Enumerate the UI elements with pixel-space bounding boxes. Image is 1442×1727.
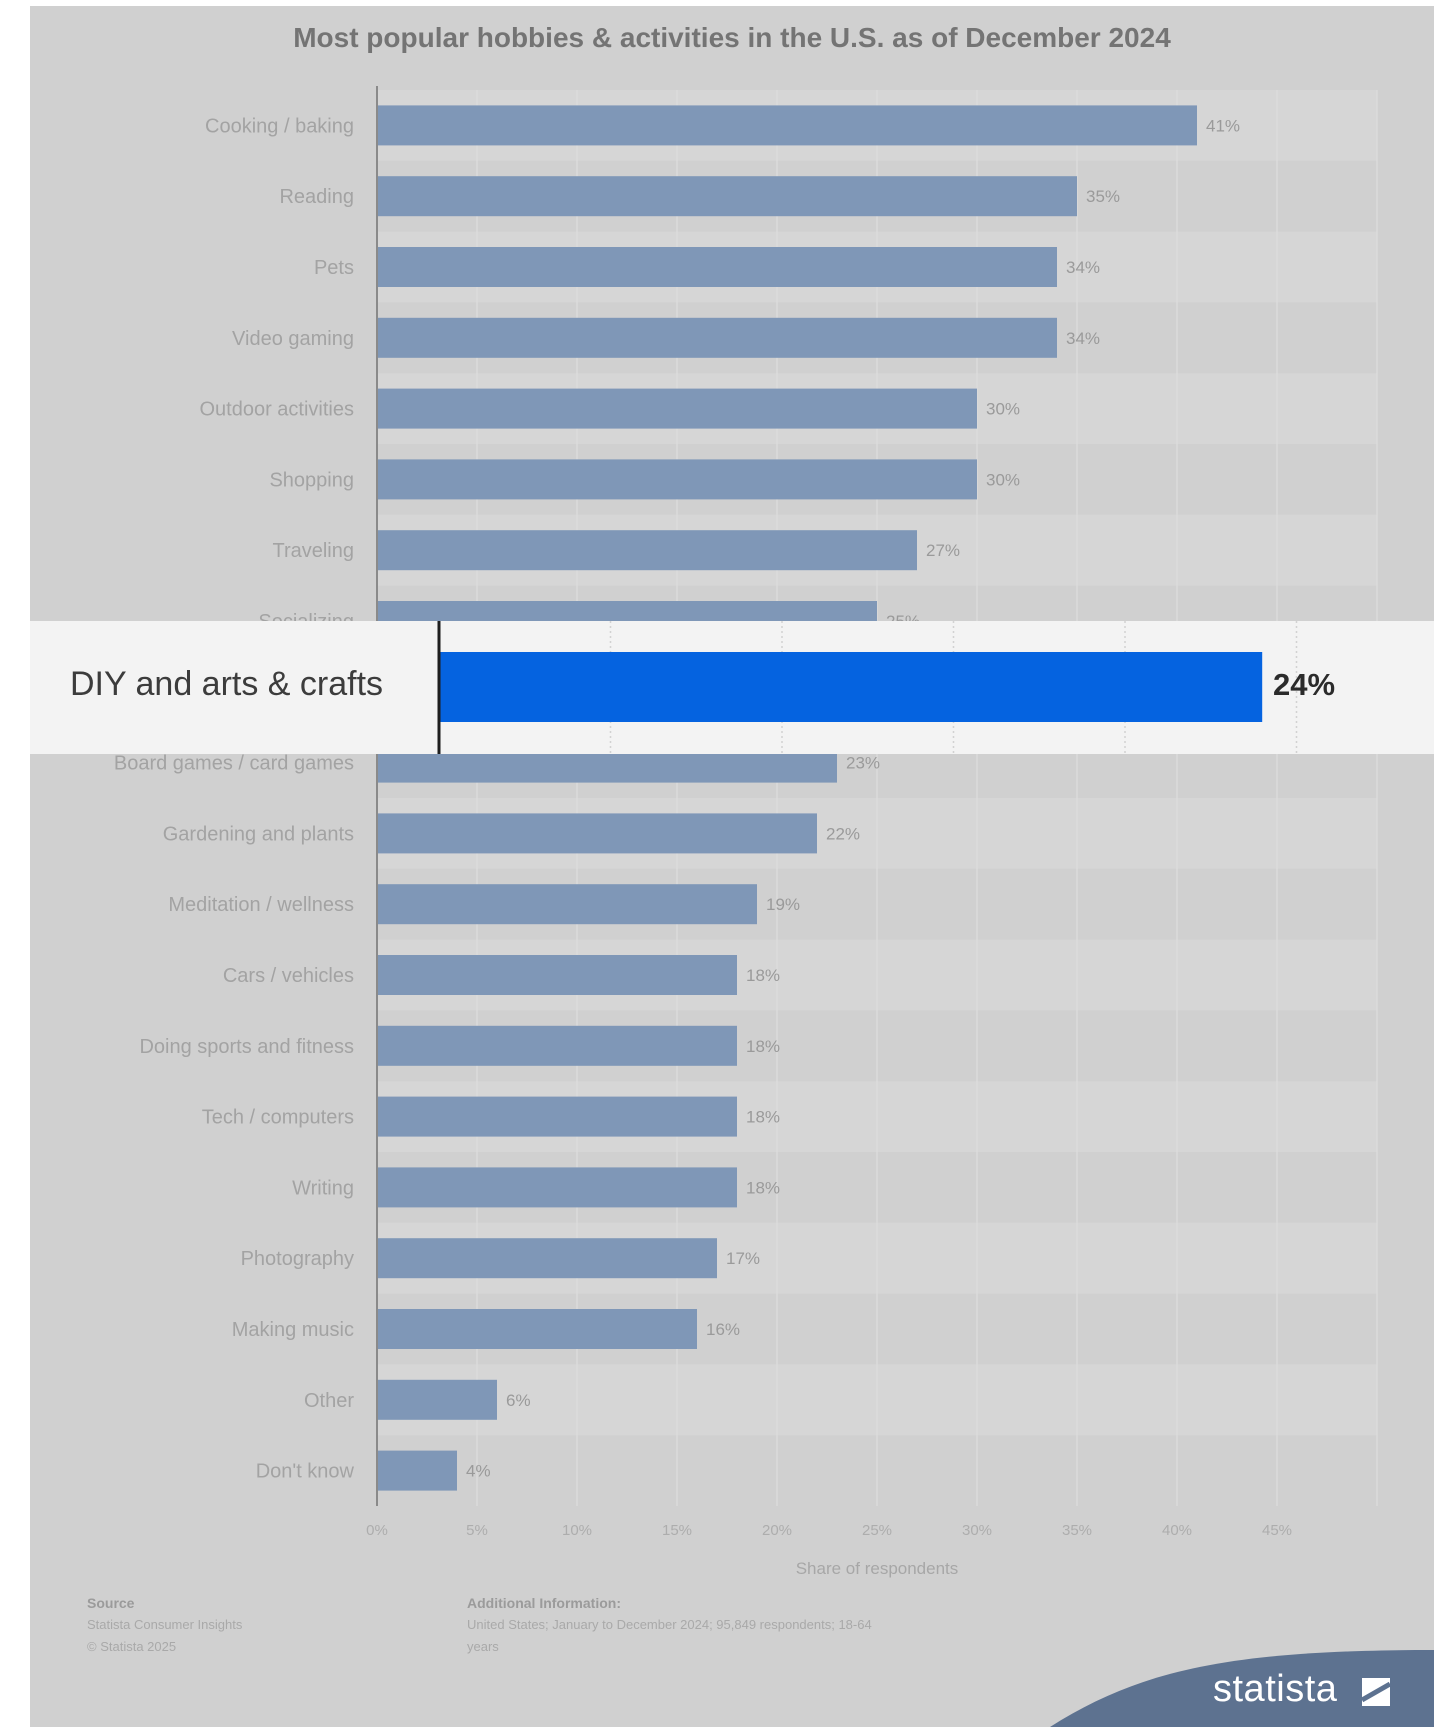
value-label: 41% <box>1206 116 1240 135</box>
x-tick-label: 5% <box>466 1522 488 1539</box>
bar <box>377 247 1057 287</box>
bar <box>377 1450 457 1491</box>
value-label: 18% <box>746 1037 780 1056</box>
value-label: 34% <box>1066 258 1100 277</box>
value-label: 22% <box>826 824 860 843</box>
bar <box>377 1238 717 1279</box>
bar <box>377 813 817 854</box>
statista-logo-icon <box>1360 1678 1392 1706</box>
category-label: Outdoor activities <box>199 399 354 421</box>
value-label: 35% <box>1086 187 1120 206</box>
category-label: Making music <box>232 1319 354 1341</box>
x-tick-label: 35% <box>1062 1522 1092 1539</box>
x-tick-label: 25% <box>862 1522 892 1539</box>
category-label: Meditation / wellness <box>168 894 354 916</box>
value-label: 17% <box>726 1249 760 1268</box>
bar <box>377 1025 737 1066</box>
category-label: Gardening and plants <box>163 823 354 845</box>
bar <box>377 955 737 995</box>
brand-name: statista <box>1213 1668 1338 1710</box>
x-tick-label: 30% <box>962 1522 992 1539</box>
chart-title: Most popular hobbies & activities in the… <box>293 22 1171 53</box>
highlight-bar <box>439 652 1263 722</box>
category-label: Tech / computers <box>202 1107 354 1129</box>
bar <box>377 1167 737 1208</box>
source-block: Source Statista Consumer Insights © Stat… <box>87 1592 242 1658</box>
value-label: 18% <box>746 1178 780 1197</box>
highlight-bar-chart <box>437 621 1298 754</box>
value-label: 30% <box>986 470 1020 489</box>
bar-chart: Cooking / baking 41% Reading 35% Pets 34% Vide… <box>114 86 1378 1578</box>
highlight-value-label: 24% <box>1273 667 1336 702</box>
additional-info-line: United States; January to December 2024;… <box>467 1617 872 1632</box>
additional-info-heading: Additional Information: <box>467 1595 621 1611</box>
source-line: © Statista 2025 <box>87 1639 177 1654</box>
value-label: 18% <box>746 1108 780 1127</box>
category-label: Writing <box>292 1177 354 1199</box>
source-line: Statista Consumer Insights <box>87 1617 243 1632</box>
category-label: Video gaming <box>232 328 354 350</box>
x-tick-label: 10% <box>562 1522 592 1539</box>
category-label: Cooking / baking <box>205 115 354 137</box>
value-label: 16% <box>706 1320 740 1339</box>
value-label: 34% <box>1066 329 1100 348</box>
value-label: 18% <box>746 966 780 985</box>
bar <box>377 530 917 571</box>
value-label: 6% <box>506 1391 531 1410</box>
highlight-overlay: DIY and arts & crafts 24% <box>30 621 1434 754</box>
value-label: 27% <box>926 541 960 560</box>
category-label: Traveling <box>272 540 354 562</box>
bar <box>377 1309 697 1349</box>
x-tick-label: 15% <box>662 1522 692 1539</box>
category-label: Board games / card games <box>114 753 354 775</box>
x-tick-label: 45% <box>1262 1522 1292 1539</box>
bar <box>377 1096 737 1137</box>
bar <box>377 176 1077 217</box>
chart-panel: Most popular hobbies & activities in the… <box>30 6 1434 1727</box>
x-tick-label: 20% <box>762 1522 792 1539</box>
x-tick-label: 0% <box>366 1522 388 1539</box>
category-label: Pets <box>314 257 354 279</box>
bar <box>377 1379 497 1420</box>
category-label: Don't know <box>256 1461 355 1483</box>
category-label: Other <box>304 1390 354 1412</box>
bar <box>377 105 1197 146</box>
bar <box>377 884 757 925</box>
value-label: 30% <box>986 400 1020 419</box>
bar <box>377 459 977 500</box>
x-axis-title: Share of respondents <box>796 1559 959 1578</box>
category-label: Shopping <box>269 469 354 491</box>
source-heading: Source <box>87 1595 135 1611</box>
value-label: 4% <box>466 1462 491 1481</box>
category-label: Photography <box>241 1248 354 1270</box>
category-label: Cars / vehicles <box>223 965 354 987</box>
bar <box>377 388 977 429</box>
bar <box>377 317 1057 358</box>
value-label: 19% <box>766 895 800 914</box>
value-label: 23% <box>846 754 880 773</box>
highlight-category-label: DIY and arts & crafts <box>70 665 384 703</box>
additional-info-block: Additional Information: United States; J… <box>467 1592 872 1658</box>
x-tick-label: 40% <box>1162 1522 1192 1539</box>
additional-info-line: years <box>467 1639 499 1654</box>
category-label: Reading <box>279 186 354 208</box>
category-label: Doing sports and fitness <box>139 1036 354 1058</box>
